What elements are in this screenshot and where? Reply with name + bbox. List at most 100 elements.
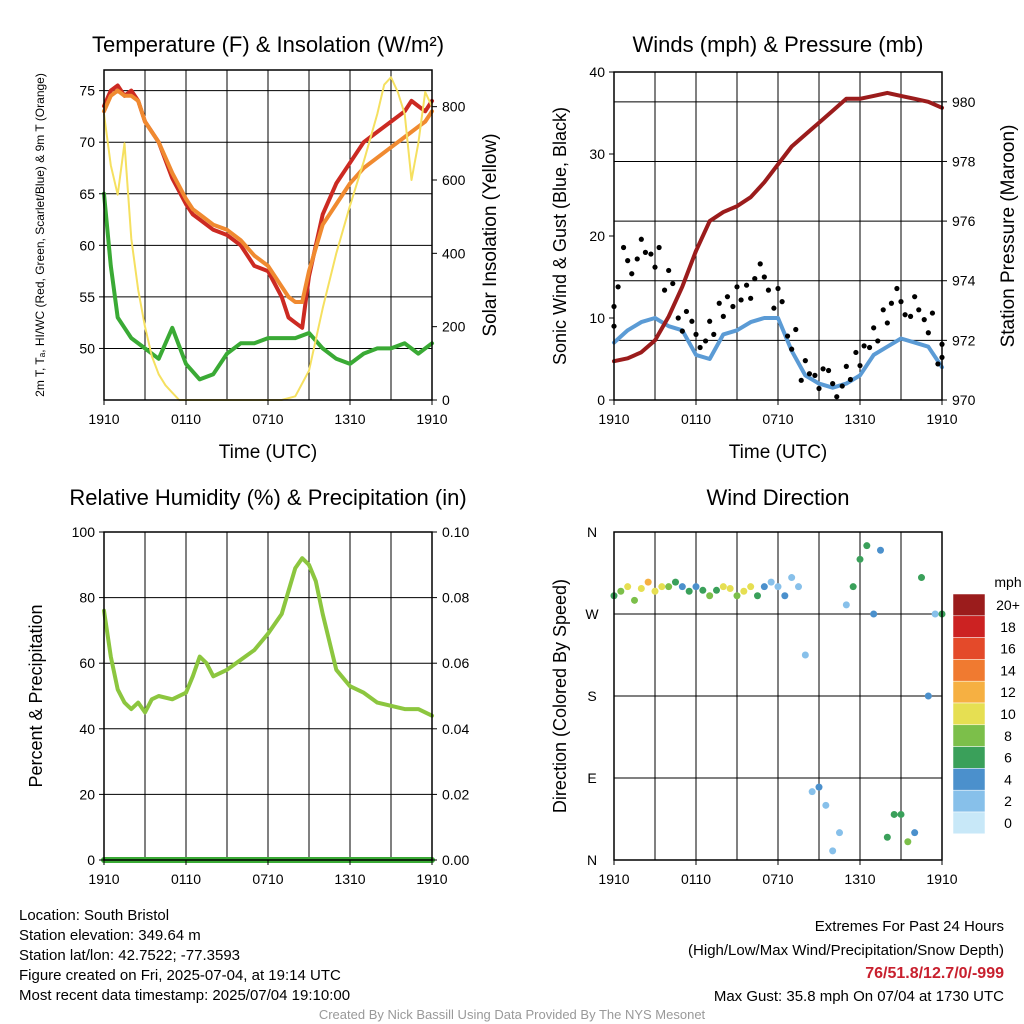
x-tick-label: 1910	[416, 411, 447, 427]
chart-temp: 1910 0110 0710 1310 1910 50 55 60 65 70 75 0 200 400 6…	[33, 32, 501, 463]
x-tick-label: 1910	[926, 411, 957, 427]
x-tick-label: 1910	[598, 411, 629, 427]
legend-label: 2	[1004, 793, 1012, 809]
gust-point	[912, 294, 918, 300]
gust-point	[716, 300, 722, 306]
gust-point	[812, 372, 818, 378]
legend-label: 0	[1004, 815, 1012, 831]
y-tick-label: 30	[589, 146, 605, 162]
legend-label: 20+	[996, 597, 1020, 613]
gust-point	[693, 331, 699, 337]
created-text: Figure created on Fri, 2025-07-04, at 19…	[19, 967, 341, 984]
gust-point	[648, 251, 654, 257]
wind-direction-point	[918, 574, 925, 582]
wind-direction-point	[904, 838, 912, 846]
gust-point	[888, 300, 895, 306]
x-tick-label: 1910	[88, 871, 119, 887]
wind-direction-point	[699, 586, 707, 594]
x-axis-label: Time (UTC)	[219, 442, 318, 463]
gust-point	[902, 312, 908, 318]
y-tick-label: 0	[87, 852, 95, 868]
latlon-text: Station lat/lon: 42.7522; -77.3593	[19, 947, 241, 964]
y-tick-label: 70	[79, 134, 95, 150]
y2-tick-label: 0.08	[442, 590, 469, 606]
gust-point	[656, 244, 662, 251]
wind-direction-point	[870, 610, 878, 618]
x-tick-label: 0710	[252, 411, 283, 427]
wind-direction-point	[733, 592, 741, 600]
y-tick-label: 50	[79, 340, 95, 356]
wind-direction-point	[897, 810, 905, 818]
gust-point	[925, 330, 931, 336]
legend-swatch	[952, 746, 986, 769]
legend-label: 10	[1000, 706, 1016, 722]
gust-point	[761, 274, 767, 280]
y-tick-label: 40	[589, 64, 605, 80]
y-axis-label: 2m T, Tₐ, HI/WC (Red, Green, Scarlet/Blu…	[33, 73, 47, 397]
legend-swatch	[952, 811, 986, 835]
gust-point	[675, 315, 681, 321]
legend-swatch	[952, 680, 986, 704]
gust-point	[825, 367, 832, 374]
chart-rh: 1910 0110 0710 1310 1910 0 20 40 60 80 100 0.00 0.02…	[26, 485, 469, 887]
wind-direction-point	[883, 833, 891, 841]
gust-point	[642, 249, 649, 255]
wind-direction-point	[754, 592, 761, 600]
wind-direction-point	[829, 847, 837, 855]
wind-direction-point	[760, 583, 768, 591]
y-tick-label: 20	[79, 786, 95, 802]
series-temp_9m	[102, 88, 434, 304]
y-tick-label: 60	[79, 237, 95, 253]
gust-point	[843, 363, 849, 369]
chart-title: Wind Direction	[706, 485, 849, 510]
y2-tick-label: 600	[442, 172, 466, 188]
series-insolation	[103, 76, 433, 401]
wind-direction-point	[822, 801, 830, 809]
y-tick-label: 60	[79, 655, 95, 671]
gust-point	[775, 285, 781, 292]
y2-tick-label: 400	[442, 245, 466, 261]
wind-direction-point	[719, 583, 727, 591]
wind-direction-point	[924, 692, 932, 700]
gust-point	[634, 256, 640, 262]
gust-point	[689, 318, 695, 324]
gust-point	[820, 366, 826, 372]
y-tick-label: 55	[79, 289, 95, 305]
gust-point	[652, 264, 658, 270]
y-tick-label: N	[587, 524, 597, 540]
gust-point	[857, 362, 863, 369]
x-tick-label: 0110	[681, 871, 711, 887]
gust-point	[743, 282, 750, 288]
legend-label: 12	[1000, 684, 1016, 700]
gust-point	[720, 313, 726, 319]
legend-swatch	[952, 637, 986, 660]
y2-tick-label: 800	[442, 99, 466, 115]
wind-direction-point	[726, 584, 734, 592]
y-tick-label: 40	[79, 721, 95, 737]
x-tick-label: 0710	[762, 411, 793, 427]
gust-point	[916, 307, 922, 313]
gust-point	[765, 287, 772, 293]
wind-direction-point	[788, 574, 796, 582]
gust-point	[711, 331, 717, 337]
gust-point	[734, 284, 740, 290]
y2-tick-label: 0.06	[442, 655, 469, 671]
wind-direction-point	[808, 788, 816, 796]
wind-direction-point	[631, 596, 638, 604]
gust-point	[707, 318, 713, 324]
y2-tick-label: 980	[952, 94, 976, 110]
y2-axis-label: Solar Insolation (Yellow)	[480, 133, 501, 336]
wind-direction-point	[672, 578, 679, 586]
gust-point	[738, 297, 744, 303]
wind-direction-point	[815, 783, 823, 791]
wind-direction-point	[637, 584, 645, 592]
wind-direction-point	[877, 546, 884, 554]
recent-data-text: Most recent data timestamp: 2025/07/04 1…	[19, 987, 351, 1004]
y-tick-label: 10	[589, 310, 605, 326]
gust-point	[771, 305, 777, 311]
y-tick-label: 0	[597, 392, 605, 408]
gust-point	[789, 346, 795, 352]
legend-label: 16	[1000, 641, 1016, 657]
legend-title: mph	[994, 574, 1021, 590]
gust-point	[866, 344, 873, 351]
